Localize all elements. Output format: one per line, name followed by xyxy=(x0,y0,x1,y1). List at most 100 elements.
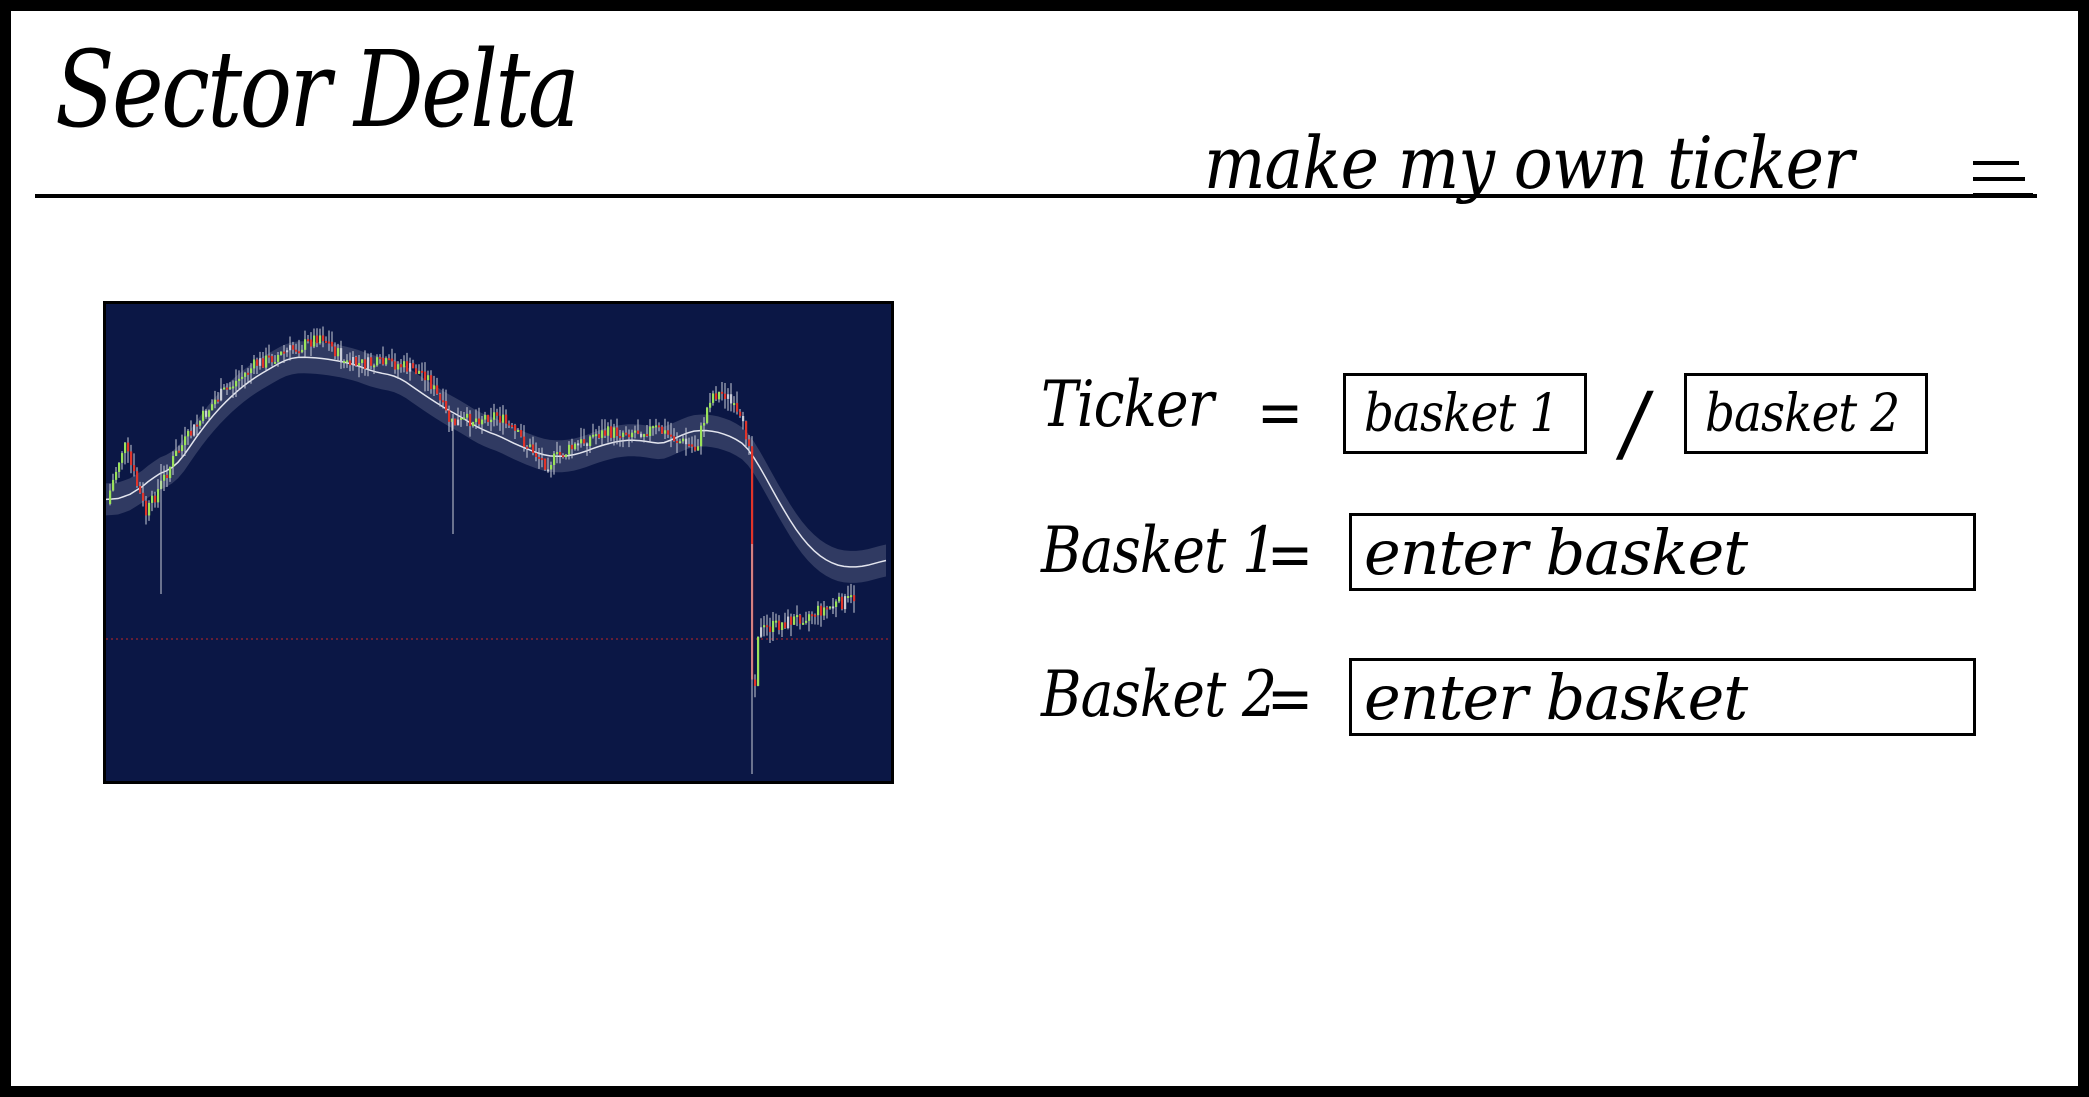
candle-body xyxy=(757,636,760,686)
basket-1-equals: = xyxy=(1267,518,1313,592)
candle-body xyxy=(235,380,238,387)
candle-body xyxy=(652,426,655,429)
candle-body xyxy=(460,417,463,420)
candle-body xyxy=(196,424,199,427)
candle-body xyxy=(766,625,769,628)
brand-logo[interactable]: Sector Delta xyxy=(55,28,580,151)
candle-body xyxy=(580,439,583,444)
candle-body xyxy=(559,452,562,456)
candle-body xyxy=(589,436,592,447)
basket-1-field[interactable] xyxy=(1349,513,1976,591)
candle-body xyxy=(274,361,277,364)
candle-body xyxy=(454,418,457,426)
candle-body xyxy=(283,351,286,354)
candle-body xyxy=(724,393,727,399)
divide-symbol: / xyxy=(1614,374,1657,472)
candle-body xyxy=(238,378,241,381)
make-my-own-ticker-link[interactable]: make my own ticker xyxy=(1204,121,1854,205)
candle-body xyxy=(493,412,496,420)
candlestick-chart xyxy=(106,326,891,774)
candle-body xyxy=(706,407,709,423)
candle-body xyxy=(355,357,358,366)
candle-body xyxy=(532,444,535,453)
candle-body xyxy=(175,450,178,457)
candle-body xyxy=(553,453,556,466)
candle-body xyxy=(193,424,196,436)
menu-line xyxy=(1973,161,2019,165)
candle-body xyxy=(736,403,739,412)
candle-body xyxy=(301,349,304,353)
candle-body xyxy=(415,368,418,374)
candle-body xyxy=(781,622,784,631)
candle-body xyxy=(346,360,349,363)
candle-body xyxy=(829,606,832,609)
candle-body xyxy=(607,426,610,436)
candle-body xyxy=(733,403,736,406)
candle-body xyxy=(433,385,436,390)
candle-body xyxy=(331,341,334,347)
candle-body xyxy=(850,595,853,598)
candle-body xyxy=(409,363,412,372)
candle-body xyxy=(310,339,313,347)
candle-body xyxy=(463,417,466,420)
candle-body xyxy=(538,456,541,459)
candle-body xyxy=(547,469,550,472)
candle-body xyxy=(676,440,679,443)
candle-body xyxy=(817,605,820,616)
candle-body xyxy=(832,606,835,609)
candle-body xyxy=(763,625,766,628)
candle-body xyxy=(259,358,262,366)
candle-body xyxy=(403,361,406,368)
candle-body xyxy=(253,359,256,369)
candle-body xyxy=(145,500,148,516)
candle-body xyxy=(358,363,361,366)
candle-body xyxy=(205,410,208,417)
candle-body xyxy=(217,399,220,402)
candle-body xyxy=(121,453,124,463)
candle-body xyxy=(481,419,484,425)
candle-body xyxy=(166,474,169,478)
candle-body xyxy=(406,361,409,372)
candle-body xyxy=(343,361,346,364)
candle-body xyxy=(613,427,616,438)
candle-body xyxy=(847,596,850,599)
basket-2-reference-text: basket 2 xyxy=(1705,384,1900,444)
candle-body xyxy=(820,605,823,616)
candle-body xyxy=(325,340,328,343)
candle-body xyxy=(718,391,721,400)
candle-body xyxy=(364,359,367,369)
candle-body xyxy=(556,452,559,455)
basket-1-input[interactable] xyxy=(1352,516,1973,588)
candle-body xyxy=(544,458,547,470)
candle-body xyxy=(634,430,637,433)
candle-body xyxy=(838,596,841,602)
candle-body xyxy=(397,364,400,370)
candle-body xyxy=(643,434,646,437)
candle-body xyxy=(490,419,493,423)
candle-body xyxy=(208,410,211,417)
candle-body xyxy=(583,439,586,444)
candle-body xyxy=(391,358,394,362)
basket-2-label: Basket 2 xyxy=(1041,658,1277,732)
candle-body xyxy=(151,495,154,503)
candle-body xyxy=(808,614,811,621)
candle-body xyxy=(277,354,280,362)
candle-body xyxy=(436,385,439,394)
candle-body xyxy=(328,341,331,344)
candle-body xyxy=(319,335,322,344)
basket-2-field[interactable] xyxy=(1349,658,1976,736)
candle-body xyxy=(577,443,580,446)
candle-body xyxy=(478,418,481,425)
hamburger-menu-icon[interactable] xyxy=(1973,161,2033,205)
basket-2-input[interactable] xyxy=(1352,661,1973,733)
candle-body xyxy=(595,434,598,437)
candle-body xyxy=(772,620,775,633)
candle-body xyxy=(511,425,514,428)
candle-body xyxy=(250,368,253,374)
candle-body xyxy=(298,351,301,354)
candle-body xyxy=(697,446,700,451)
candle-body xyxy=(835,601,838,607)
ticker-label: Ticker xyxy=(1041,368,1214,442)
candle-body xyxy=(115,471,118,480)
candle-body xyxy=(814,614,817,617)
